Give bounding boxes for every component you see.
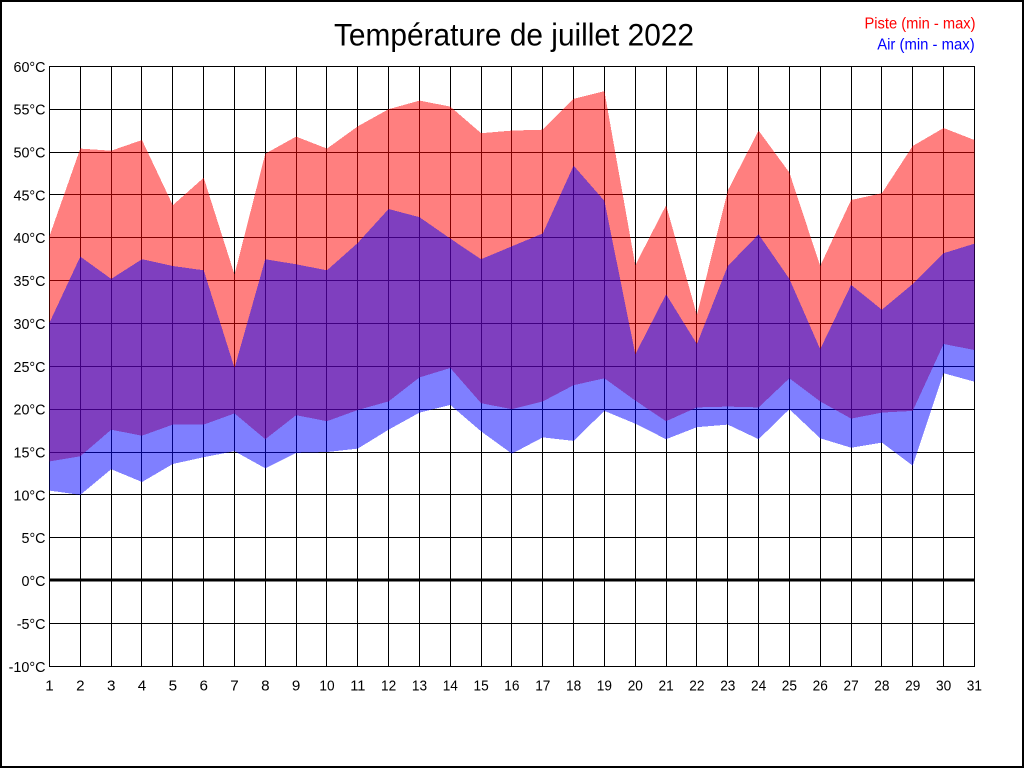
svg-text:26: 26 — [813, 678, 828, 695]
svg-text:40°C: 40°C — [14, 230, 46, 247]
svg-text:9: 9 — [292, 678, 300, 695]
svg-text:25°C: 25°C — [14, 359, 46, 376]
svg-text:-5°C: -5°C — [17, 616, 46, 633]
svg-text:Air (min - max): Air (min - max) — [877, 36, 975, 53]
svg-text:7: 7 — [230, 678, 238, 695]
svg-text:29: 29 — [905, 678, 920, 695]
svg-text:22: 22 — [689, 678, 704, 695]
svg-text:35°C: 35°C — [14, 273, 46, 290]
svg-text:28: 28 — [874, 678, 889, 695]
svg-text:5°C: 5°C — [22, 530, 46, 547]
svg-text:17: 17 — [535, 678, 550, 695]
svg-text:11: 11 — [350, 678, 365, 695]
svg-text:3: 3 — [107, 678, 115, 695]
svg-text:Température de juillet 2022: Température de juillet 2022 — [334, 17, 694, 53]
svg-text:55°C: 55°C — [14, 102, 46, 119]
svg-text:0°C: 0°C — [22, 573, 46, 590]
svg-text:12: 12 — [381, 678, 396, 695]
svg-text:1: 1 — [45, 678, 53, 695]
svg-text:2: 2 — [76, 678, 84, 695]
svg-text:60°C: 60°C — [14, 59, 46, 76]
svg-text:19: 19 — [597, 678, 612, 695]
svg-text:10: 10 — [319, 678, 334, 695]
svg-text:27: 27 — [844, 678, 859, 695]
svg-text:13: 13 — [412, 678, 427, 695]
svg-text:25: 25 — [782, 678, 797, 695]
svg-text:Piste (min - max): Piste (min - max) — [865, 15, 976, 32]
svg-text:31: 31 — [967, 678, 982, 695]
svg-text:16: 16 — [504, 678, 519, 695]
svg-text:20: 20 — [628, 678, 643, 695]
svg-text:50°C: 50°C — [14, 145, 46, 162]
svg-text:20°C: 20°C — [14, 402, 46, 419]
svg-text:15: 15 — [474, 678, 489, 695]
svg-text:30°C: 30°C — [14, 316, 46, 333]
svg-text:21: 21 — [659, 678, 674, 695]
svg-text:5: 5 — [169, 678, 177, 695]
svg-text:10°C: 10°C — [14, 487, 46, 504]
svg-text:45°C: 45°C — [14, 187, 46, 204]
svg-text:-10°C: -10°C — [9, 659, 46, 676]
svg-text:14: 14 — [443, 678, 458, 695]
svg-text:30: 30 — [936, 678, 951, 695]
svg-text:8: 8 — [261, 678, 269, 695]
svg-text:18: 18 — [566, 678, 581, 695]
svg-text:4: 4 — [138, 678, 146, 695]
svg-text:24: 24 — [751, 678, 766, 695]
svg-text:23: 23 — [720, 678, 735, 695]
svg-text:15°C: 15°C — [14, 445, 46, 462]
svg-text:6: 6 — [199, 678, 207, 695]
